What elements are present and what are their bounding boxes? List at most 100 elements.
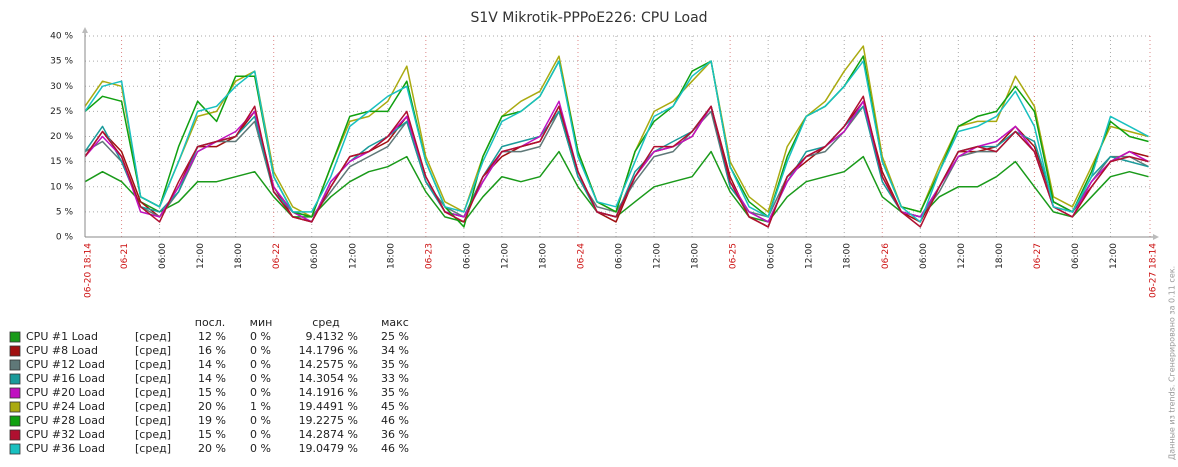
x-tick-label: 12:00 — [348, 243, 358, 269]
legend-cell: 20 % — [198, 442, 226, 455]
legend-func: [сред] — [135, 344, 171, 357]
legend-label: CPU #36 Load — [26, 442, 105, 455]
x-tick-label: 06:00 — [919, 243, 929, 269]
x-axis-arrow — [1153, 234, 1159, 240]
legend-cell: 12 % — [198, 330, 226, 343]
legend-cell: 35 % — [381, 358, 409, 371]
chart-title: S1V Mikrotik-PPPoE226: CPU Load — [470, 10, 707, 26]
legend-cell: 0 % — [250, 386, 271, 399]
x-tick-label: 18:00 — [234, 243, 244, 269]
legend-cell: 0 % — [250, 344, 271, 357]
legend-func: [сред] — [135, 372, 171, 385]
legend-cell: 20 % — [198, 400, 226, 413]
y-tick-label: 20 % — [50, 132, 73, 142]
legend-cell: 0 % — [250, 442, 271, 455]
x-tick-label: 06-21 — [120, 243, 130, 269]
x-tick-label: 06:00 — [158, 243, 168, 269]
legend-cell: 14.2575 % — [299, 358, 358, 371]
legend-cell: 1 % — [250, 400, 271, 413]
x-tick-label: 12:00 — [196, 243, 206, 269]
legend-func: [сред] — [135, 330, 171, 343]
legend-cell: 33 % — [381, 372, 409, 385]
x-tick-label: 06:00 — [767, 243, 777, 269]
legend-func: [сред] — [135, 442, 171, 455]
legend-func: [сред] — [135, 428, 171, 441]
y-tick-label: 40 % — [50, 32, 73, 42]
y-tick-label: 25 % — [50, 107, 73, 117]
legend-cell: 15 % — [198, 428, 226, 441]
legend-func: [сред] — [135, 414, 171, 427]
legend-label: CPU #12 Load — [26, 358, 105, 371]
x-tick-label: 18:00 — [691, 243, 701, 269]
legend-swatch — [9, 373, 21, 385]
legend-cell: 14 % — [198, 372, 226, 385]
legend-cell: 19.4491 % — [299, 400, 358, 413]
y-axis-arrow — [82, 27, 88, 33]
legend: посл. мин сред макс CPU #1 Load [сред] 12 % 0 %… — [9, 316, 409, 455]
legend-cell: 25 % — [381, 330, 409, 343]
x-tick-label: 12:00 — [500, 243, 510, 269]
x-tick-label: 18:00 — [995, 243, 1005, 269]
legend-swatch — [9, 345, 21, 357]
x-tick-label: 18:00 — [843, 243, 853, 269]
x-tick-label: 06-20 18:14 — [84, 243, 94, 298]
x-tick-label: 18:00 — [538, 243, 548, 269]
grid — [84, 35, 1151, 238]
x-tick-label: 12:00 — [805, 243, 815, 269]
legend-label: CPU #16 Load — [26, 372, 105, 385]
legend-label: CPU #32 Load — [26, 428, 105, 441]
legend-label: CPU #20 Load — [26, 386, 105, 399]
legend-cell: 19.2275 % — [299, 414, 358, 427]
legend-cell: 45 % — [381, 400, 409, 413]
x-tick-label: 06-25 — [729, 243, 739, 269]
x-tick-label: 06-27 — [1033, 243, 1043, 269]
x-tick-label: 06-24 — [576, 243, 586, 269]
series-line — [84, 60, 1149, 223]
legend-cell: 9.4132 % — [306, 330, 358, 343]
legend-header: посл. — [195, 316, 226, 329]
legend-cell: 14.1916 % — [299, 386, 358, 399]
legend-swatch — [9, 331, 21, 343]
legend-header: сред — [312, 316, 340, 329]
y-tick-label: 5 % — [56, 207, 74, 217]
legend-cell: 15 % — [198, 386, 226, 399]
y-tick-label: 35 % — [50, 57, 73, 67]
legend-func: [сред] — [135, 400, 171, 413]
legend-header: макс — [381, 316, 409, 329]
legend-func: [сред] — [135, 358, 171, 371]
side-note: Данные из trends. Сгенерировано за 0.11 … — [1168, 266, 1177, 460]
x-tick-label: 06-22 — [272, 243, 282, 269]
series-line — [84, 95, 1149, 228]
legend-label: CPU #1 Load — [26, 330, 98, 343]
x-tick-label: 12:00 — [957, 243, 967, 269]
legend-func: [сред] — [135, 386, 171, 399]
x-tick-label: 06:00 — [615, 243, 625, 269]
legend-label: CPU #8 Load — [26, 344, 98, 357]
x-tick-label: 06:00 — [1071, 243, 1081, 269]
legend-swatch — [9, 387, 21, 399]
legend-cell: 0 % — [250, 358, 271, 371]
legend-cell: 0 % — [250, 414, 271, 427]
x-tick-label: 18:00 — [386, 243, 396, 269]
legend-label: CPU #28 Load — [26, 414, 105, 427]
legend-cell: 19.0479 % — [299, 442, 358, 455]
legend-cell: 35 % — [381, 386, 409, 399]
legend-cell: 14 % — [198, 358, 226, 371]
legend-cell: 46 % — [381, 414, 409, 427]
legend-cell: 0 % — [250, 372, 271, 385]
x-tick-label: 06-27 18:14 — [1149, 243, 1159, 298]
legend-label: CPU #24 Load — [26, 400, 105, 413]
x-tick-label: 12:00 — [1109, 243, 1119, 269]
legend-cell: 19 % — [198, 414, 226, 427]
y-tick-label: 0 % — [56, 233, 74, 243]
legend-cell: 36 % — [381, 428, 409, 441]
legend-cell: 14.2874 % — [299, 428, 358, 441]
legend-cell: 14.3054 % — [299, 372, 358, 385]
legend-swatch — [9, 359, 21, 371]
legend-cell: 34 % — [381, 344, 409, 357]
y-tick-label: 10 % — [50, 182, 73, 192]
legend-cell: 14.1796 % — [299, 344, 358, 357]
legend-cell: 46 % — [381, 442, 409, 455]
